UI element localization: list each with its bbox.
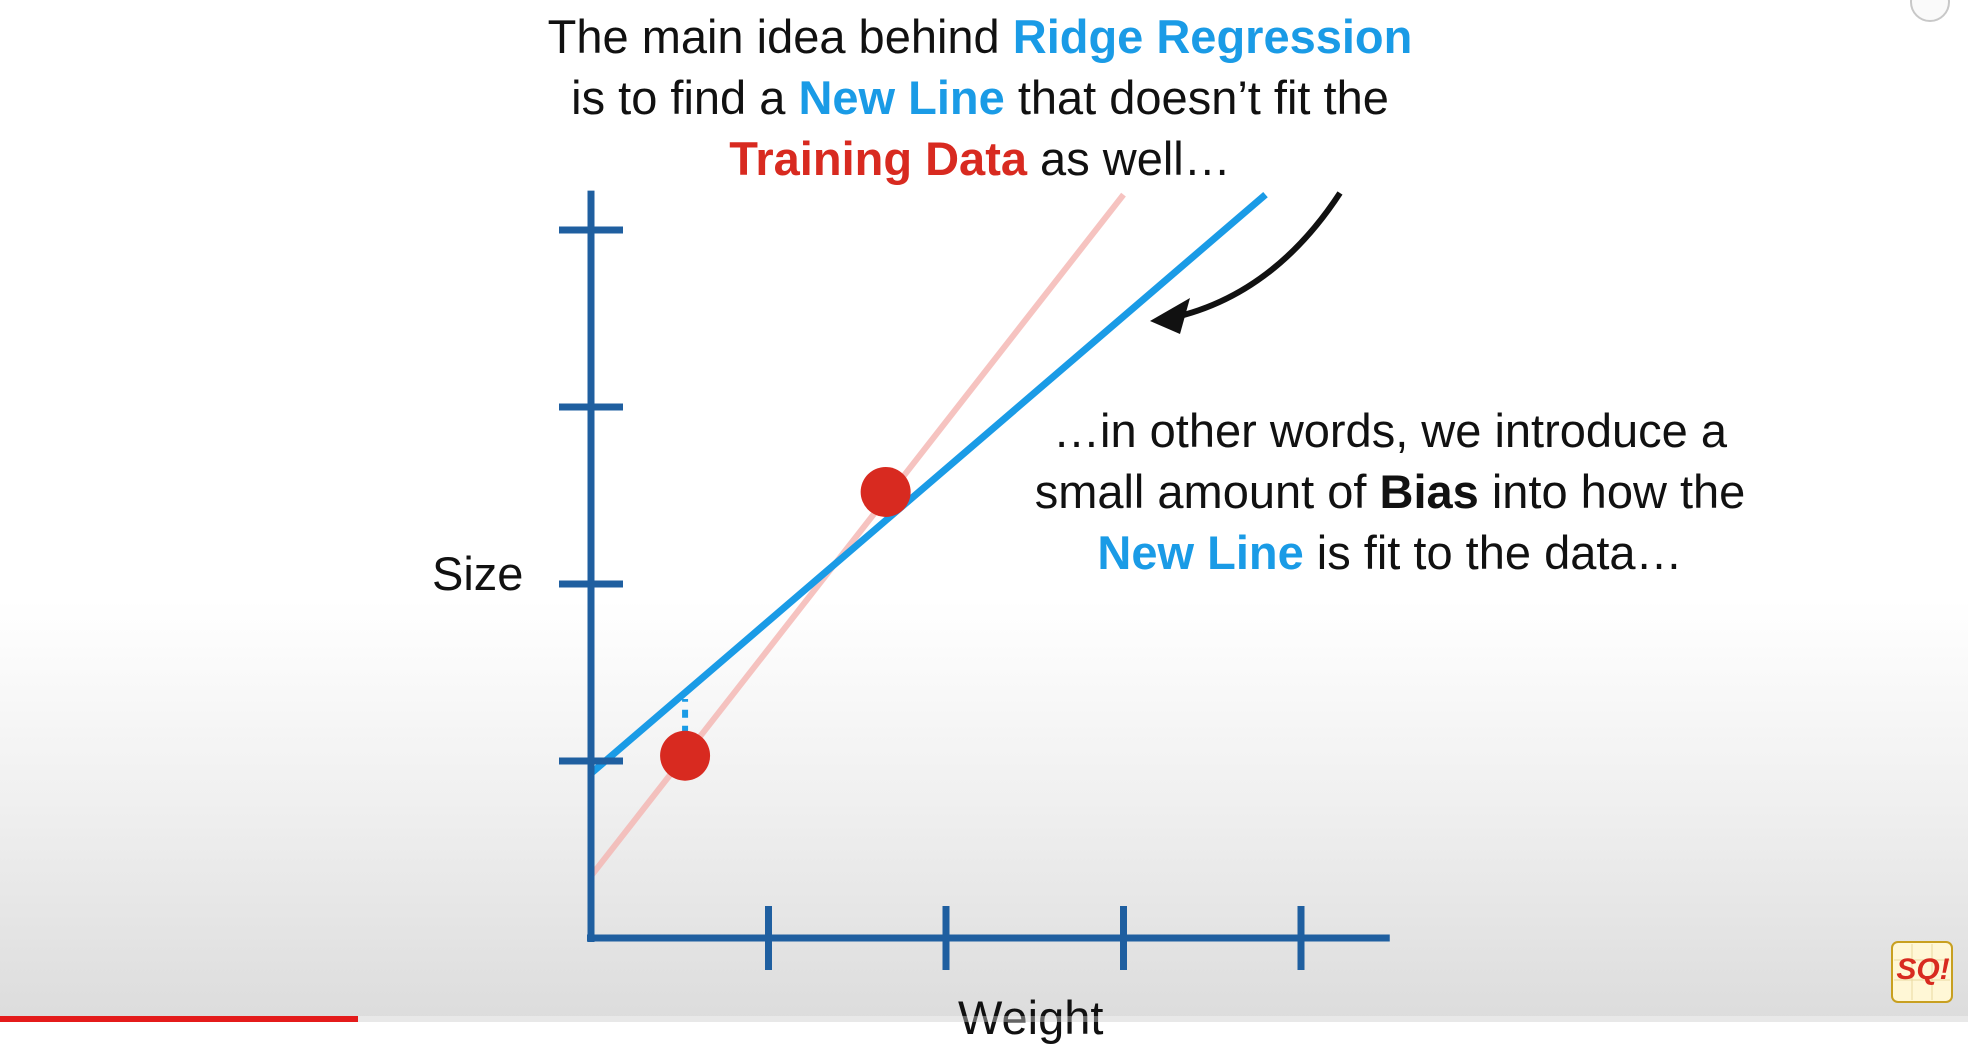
video-progress-bar[interactable] [0,1016,1968,1022]
channel-logo-text: SQ! [1896,953,1950,986]
caption-text: as well… [1027,132,1231,185]
bias-term: Bias [1379,465,1479,518]
caption-top-line3: Training Data as well… [370,128,1590,189]
new-line-term: New Line [1097,526,1304,579]
caption-top: The main idea behind Ridge Regression is… [370,6,1590,189]
curved-arrow [1161,191,1343,323]
data-point [860,466,911,517]
caption-text: small amount of [1034,465,1380,518]
y-axis-label: Size [432,547,524,600]
arrowhead [1150,298,1190,334]
ridge-regression-term: Ridge Regression [1012,10,1413,63]
channel-logo-icon[interactable] [1890,940,1954,1004]
data-point [660,730,711,781]
new-fit-line [588,191,1268,777]
caption-top-line2: is to find a New Line that doesn’t fit t… [370,67,1590,128]
caption-right: …in other words, we introduce a small am… [980,400,1800,583]
caption-right-line3: New Line is fit to the data… [980,522,1800,583]
ridge-chart [559,190,1390,970]
new-line-term: New Line [798,71,1005,124]
caption-text: into how the [1478,465,1746,518]
training-data-term: Training Data [729,132,1027,185]
caption-text: The main idea behind [547,10,1013,63]
caption-text: that doesn’t fit the [1004,71,1389,124]
caption-text: is fit to the data… [1303,526,1683,579]
caption-right-line1: …in other words, we introduce a [1053,404,1727,457]
video-progress-fill [0,1016,359,1022]
caption-right-line2: small amount of Bias into how the [980,461,1800,522]
caption-top-line1: The main idea behind Ridge Regression [370,6,1590,67]
caption-text: is to find a [571,71,799,124]
